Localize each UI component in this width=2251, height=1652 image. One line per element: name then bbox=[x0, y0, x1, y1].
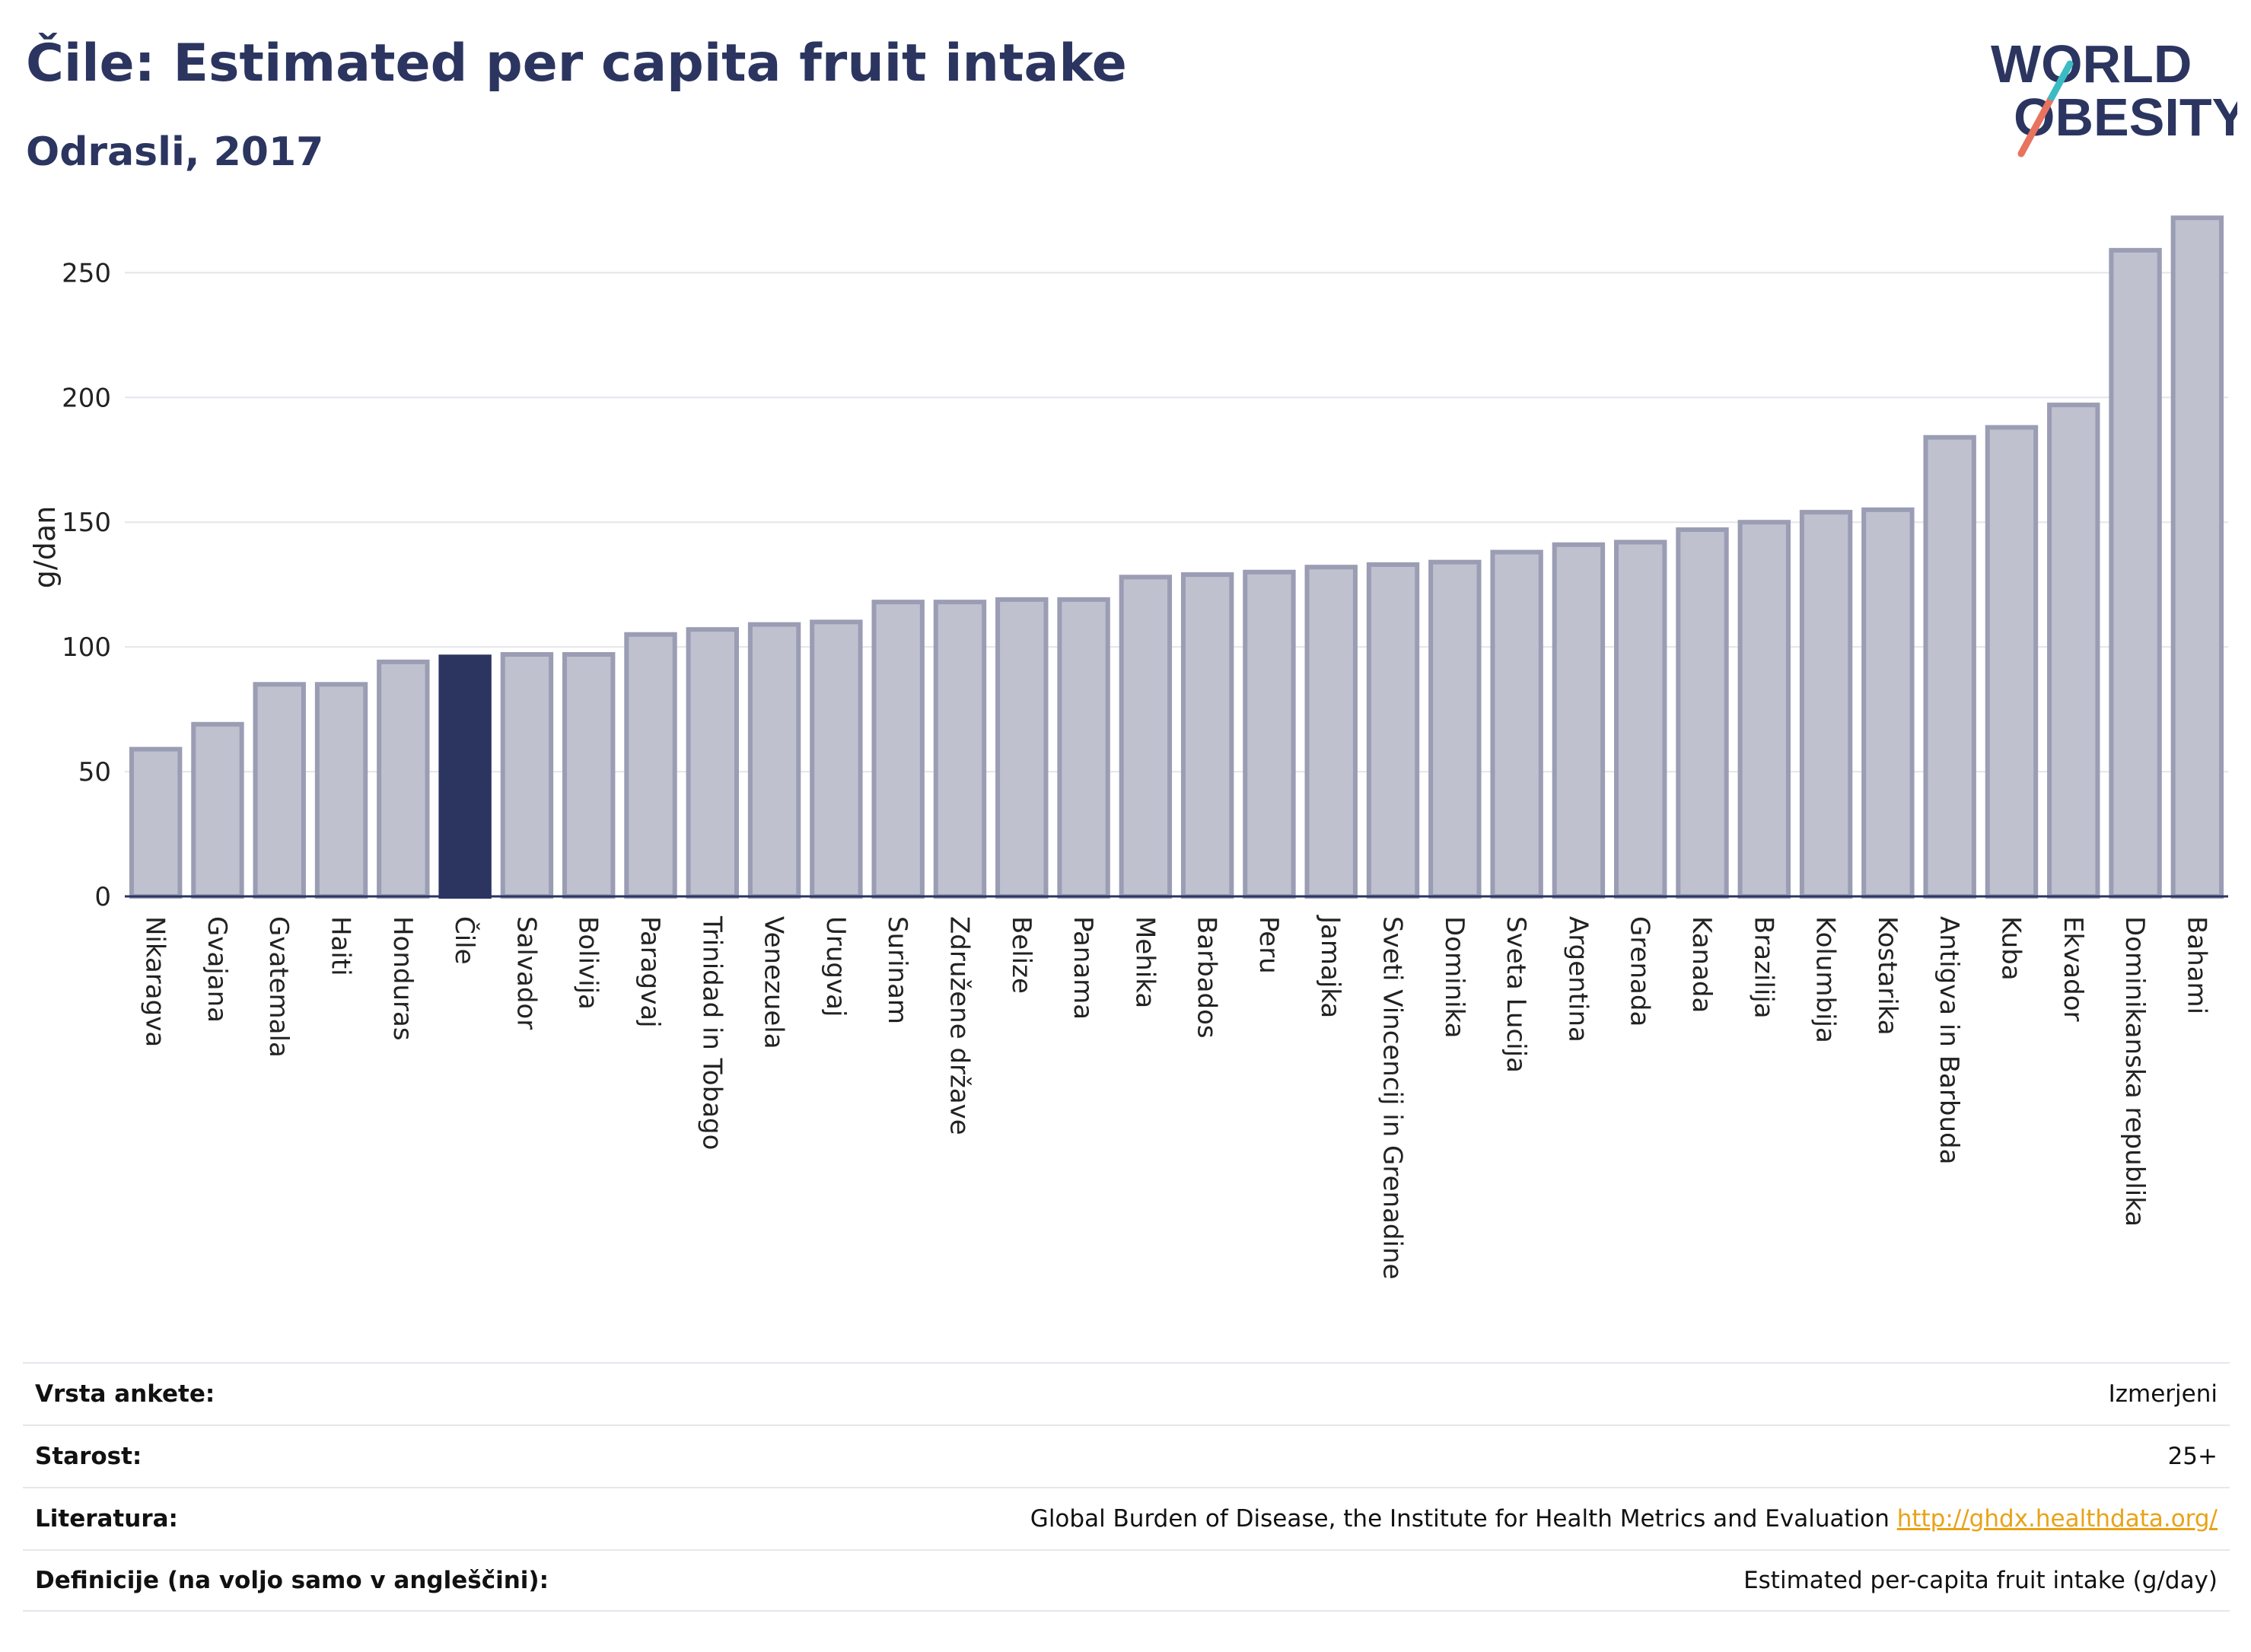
logo-teal-slash bbox=[2048, 60, 2074, 101]
x-tick-label: Grenada bbox=[1625, 916, 1655, 1027]
x-tick-label: Belize bbox=[1006, 916, 1036, 994]
x-tick-label: Brazilija bbox=[1748, 916, 1778, 1019]
bar[interactable] bbox=[253, 682, 306, 899]
info-row-definitions: Definicije (na voljo samo v angleščini):… bbox=[23, 1549, 2230, 1612]
y-tick-label: 150 bbox=[62, 508, 111, 538]
x-tick-label: Salvador bbox=[511, 916, 541, 1030]
x-tick-label: Mehika bbox=[1129, 916, 1160, 1008]
bar[interactable] bbox=[871, 600, 925, 899]
x-tick-label: Sveti Vincencij in Grenadine bbox=[1377, 916, 1408, 1279]
x-tick-label: Surinam bbox=[882, 916, 912, 1024]
x-tick-label: Paragvaj bbox=[635, 916, 665, 1028]
bar-chart: 0 50 100 150 200 250 g/dan Nikaragva Gvajana Gvat… bbox=[28, 215, 2228, 1279]
x-tick-label: Haiti bbox=[326, 916, 356, 976]
source-link[interactable]: http://ghdx.healthdata.org/ bbox=[1896, 1505, 2218, 1533]
bar[interactable] bbox=[810, 619, 863, 899]
x-tick-label: Čile bbox=[449, 916, 480, 965]
x-tick-label: Panama bbox=[1068, 916, 1098, 1020]
bar[interactable] bbox=[686, 627, 739, 899]
x-tick-label: Kostarika bbox=[1872, 916, 1902, 1036]
x-tick-label: Antigva in Barbuda bbox=[1934, 916, 1964, 1164]
bar[interactable] bbox=[191, 721, 244, 899]
x-tick-label: Barbados bbox=[1192, 916, 1222, 1039]
bar[interactable] bbox=[1861, 507, 1915, 899]
x-tick-label: Honduras bbox=[387, 916, 418, 1041]
bar[interactable] bbox=[1737, 520, 1791, 899]
bar[interactable] bbox=[2109, 247, 2162, 899]
y-tick-label: 0 bbox=[94, 882, 111, 912]
info-table: Vrsta ankete: Izmerjeni Starost: 25+ Lit… bbox=[23, 1362, 2230, 1612]
x-tick-label: Gvajana bbox=[202, 916, 232, 1023]
bar[interactable] bbox=[1985, 425, 2039, 899]
logo-text-world: WORLD bbox=[1991, 34, 2192, 94]
x-tick-label: Peru bbox=[1253, 916, 1284, 974]
x-tick-label: Nikaragva bbox=[140, 916, 170, 1047]
bar[interactable] bbox=[1304, 565, 1358, 899]
bar[interactable] bbox=[1243, 569, 1296, 899]
y-tick-label: 100 bbox=[62, 632, 111, 663]
bar[interactable] bbox=[1057, 597, 1110, 899]
y-axis-label: g/dan bbox=[28, 506, 62, 588]
bar[interactable] bbox=[1180, 572, 1234, 899]
y-tick-label: 50 bbox=[78, 757, 111, 788]
bar[interactable] bbox=[747, 622, 801, 899]
bar[interactable] bbox=[1490, 549, 1543, 899]
info-row-age: Starost: 25+ bbox=[23, 1424, 2230, 1487]
bar[interactable] bbox=[377, 659, 430, 899]
info-row-survey-type: Vrsta ankete: Izmerjeni bbox=[23, 1362, 2230, 1424]
world-obesity-logo: WORLD OBESITY bbox=[1991, 34, 2237, 158]
logo-red-slash bbox=[2017, 94, 2055, 158]
bar[interactable] bbox=[624, 632, 677, 899]
x-tick-label: Sveta Lucija bbox=[1501, 916, 1531, 1073]
bar[interactable] bbox=[500, 651, 554, 899]
x-tick-label: Dominika bbox=[1439, 916, 1469, 1038]
info-value: Izmerjeni bbox=[2108, 1380, 2218, 1408]
x-tick-label: Trinidad in Tobago bbox=[696, 915, 727, 1150]
info-label: Starost: bbox=[35, 1443, 142, 1470]
info-label: Definicije (na voljo samo v angleščini): bbox=[35, 1567, 549, 1594]
x-tick-label: Kolumbija bbox=[1810, 916, 1841, 1043]
bar[interactable] bbox=[1119, 575, 1173, 899]
bar[interactable] bbox=[1614, 540, 1667, 899]
y-tick-label: 200 bbox=[62, 383, 111, 413]
x-tick-label: Argentina bbox=[1562, 916, 1593, 1042]
bar[interactable] bbox=[1552, 542, 1606, 899]
bar[interactable] bbox=[995, 597, 1049, 899]
x-tick-label: Združene države bbox=[944, 916, 974, 1135]
bar[interactable] bbox=[314, 682, 368, 899]
info-value: Global Burden of Disease, the Institute … bbox=[1030, 1505, 1890, 1533]
bar[interactable] bbox=[562, 651, 616, 899]
x-tick-label: Venezuela bbox=[759, 916, 789, 1049]
info-value: 25+ bbox=[2167, 1443, 2218, 1470]
bar[interactable] bbox=[438, 654, 492, 899]
chart-title: Čile: Estimated per capita fruit intake bbox=[26, 33, 1127, 94]
chart-subtitle: Odrasli, 2017 bbox=[26, 129, 324, 175]
info-label: Vrsta ankete: bbox=[35, 1380, 215, 1408]
info-value: Estimated per-capita fruit intake (g/day… bbox=[1743, 1567, 2218, 1594]
bar[interactable] bbox=[1366, 562, 1420, 899]
bar[interactable] bbox=[1428, 559, 1482, 899]
bar[interactable] bbox=[1676, 527, 1729, 899]
bar[interactable] bbox=[1799, 510, 1853, 899]
info-value-group: Global Burden of Disease, the Institute … bbox=[1030, 1505, 2218, 1533]
x-tick-label: Ekvador bbox=[2058, 916, 2088, 1022]
bar[interactable] bbox=[1923, 434, 1976, 899]
bar[interactable] bbox=[2170, 215, 2224, 899]
x-tick-label: Jamajka bbox=[1315, 915, 1345, 1018]
x-tick-label: Dominikanska republika bbox=[2119, 916, 2150, 1227]
x-tick-label: Bolivija bbox=[573, 916, 603, 1010]
x-tick-label: Kuba bbox=[1995, 916, 2026, 981]
x-tick-label: Urugvaj bbox=[820, 916, 851, 1017]
x-tick-label: Kanada bbox=[1686, 916, 1717, 1013]
x-tick-label: Bahami bbox=[2181, 916, 2211, 1014]
bar[interactable] bbox=[129, 746, 183, 899]
bar[interactable] bbox=[2047, 403, 2100, 899]
y-tick-label: 250 bbox=[62, 258, 111, 288]
bar[interactable] bbox=[933, 600, 987, 899]
info-row-literature: Literatura: Global Burden of Disease, th… bbox=[23, 1487, 2230, 1549]
info-label: Literatura: bbox=[35, 1505, 178, 1533]
x-tick-label: Gvatemala bbox=[263, 916, 294, 1058]
